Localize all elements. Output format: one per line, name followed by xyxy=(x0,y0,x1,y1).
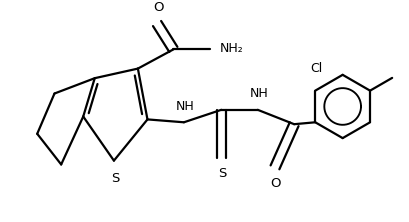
Text: NH: NH xyxy=(249,87,267,100)
Text: NH: NH xyxy=(175,100,194,113)
Text: O: O xyxy=(270,177,281,190)
Text: Cl: Cl xyxy=(310,62,322,75)
Text: S: S xyxy=(110,172,119,185)
Text: S: S xyxy=(218,167,226,180)
Text: NH₂: NH₂ xyxy=(219,42,243,55)
Text: O: O xyxy=(153,1,163,14)
